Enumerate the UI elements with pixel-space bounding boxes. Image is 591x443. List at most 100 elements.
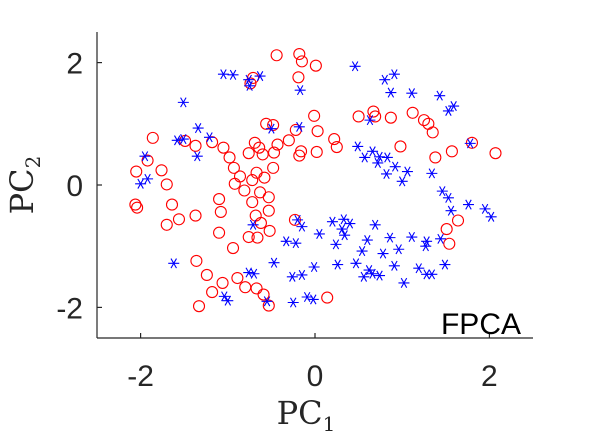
- data-point-asterisk: [308, 261, 320, 273]
- data-point-asterisk: [292, 214, 304, 225]
- data-point-asterisk: [462, 199, 474, 210]
- data-point-asterisk: [393, 244, 405, 255]
- data-point-circle: [367, 105, 380, 118]
- data-point-asterisk: [406, 231, 418, 243]
- data-point-circle: [189, 209, 202, 222]
- data-point-asterisk: [218, 291, 230, 302]
- data-point-circle: [257, 288, 270, 301]
- data-point-asterisk: [330, 239, 342, 250]
- data-point-circle: [223, 151, 236, 164]
- data-point-asterisk: [426, 168, 438, 179]
- data-point-circle: [189, 139, 202, 152]
- data-point-asterisk: [344, 218, 356, 229]
- data-point-asterisk: [350, 258, 362, 269]
- data-point-asterisk: [290, 238, 302, 249]
- data-point-circle: [172, 213, 186, 226]
- data-point-circle: [267, 146, 281, 159]
- data-point-circle: [251, 231, 264, 244]
- data-point-asterisk: [339, 230, 351, 241]
- data-point-asterisk: [442, 192, 454, 203]
- data-point-asterisk: [372, 157, 384, 169]
- data-point-circle: [214, 205, 227, 218]
- data-point-asterisk: [349, 61, 361, 72]
- data-point-circle: [308, 109, 321, 122]
- data-point-circle: [426, 126, 439, 139]
- data-point-circle: [206, 136, 219, 149]
- data-point-circle: [129, 198, 142, 211]
- data-point-asterisk: [352, 141, 364, 152]
- data-point-circle: [160, 178, 173, 191]
- data-point-asterisk: [254, 71, 266, 82]
- x-axis-label-main: PC: [277, 394, 323, 432]
- data-point-circle: [216, 276, 229, 289]
- data-point-asterisk: [388, 69, 400, 80]
- data-point-asterisk: [434, 90, 446, 101]
- data-point-asterisk: [485, 211, 497, 222]
- data-point-circle: [254, 216, 267, 229]
- data-point-circle: [155, 164, 168, 177]
- data-point-asterisk: [374, 151, 386, 162]
- data-point-asterisk: [374, 270, 386, 281]
- data-point-asterisk: [326, 216, 338, 227]
- data-point-asterisk: [265, 123, 277, 134]
- data-point-asterisk: [364, 115, 376, 126]
- data-point-circle: [226, 241, 240, 255]
- data-point-circle: [190, 254, 203, 267]
- data-point-circle: [242, 230, 255, 244]
- data-point-circle: [250, 166, 263, 179]
- data-point-asterisk: [142, 173, 154, 184]
- data-point-circle: [200, 268, 213, 282]
- data-point-asterisk: [398, 277, 410, 288]
- chart-annotation: FPCA: [441, 308, 521, 341]
- data-point-circle: [231, 271, 244, 285]
- axis-tick-labels: -2 0 2 -2 0 2: [56, 48, 497, 393]
- data-point-circle: [293, 47, 306, 61]
- data-point-circle: [253, 141, 266, 154]
- y-axis-label-sub: 2: [21, 156, 45, 169]
- data-point-circle: [267, 161, 280, 174]
- data-point-circle: [282, 134, 295, 147]
- y-tick-label: 0: [66, 170, 83, 203]
- data-point-circle: [465, 136, 479, 149]
- data-point-circle: [309, 59, 322, 72]
- data-point-asterisk: [439, 259, 451, 270]
- data-point-asterisk: [420, 241, 432, 252]
- data-point-asterisk: [479, 203, 491, 214]
- data-point-asterisk: [426, 269, 438, 280]
- x-tick-label: 0: [307, 360, 324, 393]
- data-point-asterisk: [384, 232, 396, 243]
- data-point-asterisk: [307, 294, 319, 305]
- x-axis-label-sub: 1: [323, 412, 336, 436]
- data-point-circle: [238, 184, 251, 197]
- data-point-circle: [239, 281, 252, 294]
- data-point-asterisk: [313, 228, 325, 239]
- data-point-circle: [192, 300, 206, 313]
- data-point-circle: [146, 131, 159, 144]
- data-point-circle: [260, 117, 273, 130]
- data-point-asterisk: [367, 268, 379, 279]
- data-point-circle: [263, 224, 276, 237]
- data-point-asterisk: [177, 97, 189, 108]
- data-point-circle: [440, 223, 453, 236]
- data-point-asterisk: [464, 138, 476, 149]
- series-circles: [129, 47, 502, 313]
- data-point-circle: [262, 204, 275, 217]
- data-point-asterisk: [286, 271, 298, 282]
- data-point-circle: [228, 177, 241, 190]
- data-point-asterisk: [177, 134, 189, 145]
- data-point-circle: [294, 145, 308, 158]
- data-point-circle: [227, 161, 240, 174]
- data-point-circle: [217, 141, 230, 154]
- data-point-circle: [310, 145, 323, 159]
- data-point-asterisk: [336, 224, 348, 235]
- data-point-circle: [246, 174, 259, 187]
- data-point-circle: [250, 282, 263, 295]
- x-tick-label: 2: [481, 360, 498, 393]
- data-point-asterisk: [171, 135, 183, 146]
- data-point-asterisk: [261, 296, 273, 307]
- data-point-circle: [256, 148, 269, 161]
- data-point-asterisk: [280, 236, 292, 247]
- data-point-asterisk: [435, 233, 447, 244]
- data-point-circle: [406, 106, 419, 119]
- data-point-asterisk: [227, 69, 239, 80]
